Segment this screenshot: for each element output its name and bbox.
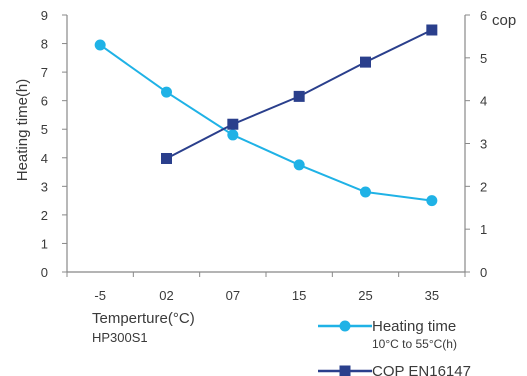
y-right-tick-label: 0 [480, 265, 487, 280]
series-layer [94, 24, 438, 207]
y-left-tick-label: 2 [41, 208, 48, 223]
y-right-tick-label: 3 [480, 137, 487, 152]
legend: Heating time 10°C to 55°C(h) COP EN16147 [318, 318, 471, 376]
heating-time-point [426, 195, 438, 207]
x-tick-label: -5 [94, 288, 106, 303]
cop-point [161, 152, 172, 164]
cop-point [293, 90, 305, 102]
legend-heating-time-sublabel: 10°C to 55°C(h) [372, 337, 457, 351]
cop-point [360, 56, 371, 68]
y-left-tick-label: 1 [41, 236, 48, 251]
heating-time-point [161, 86, 172, 98]
x-tick-label: 25 [358, 288, 372, 303]
heating-time-point [227, 129, 239, 141]
y-right-tick-label: 5 [480, 51, 487, 66]
y-left-tick-label: 0 [41, 265, 48, 280]
x-axis-title: Temperture(°C) [92, 310, 195, 327]
axes [66, 15, 466, 273]
cop-point [227, 118, 239, 130]
y-right-tick-label: 1 [480, 222, 487, 237]
x-tick-label: 02 [159, 288, 173, 303]
y-right-tick-label: 4 [480, 94, 487, 109]
y-axis-right-title: cop [492, 12, 516, 29]
legend-cop-label: COP EN16147 [372, 363, 471, 376]
y-left-tick-label: 6 [41, 94, 48, 109]
heating-time-point [293, 159, 305, 171]
ticks: 0 1 2 3 4 5 6 7 8 9 0 1 2 3 4 5 6 -5 02 07 15 25 35 [41, 8, 487, 303]
y-left-tick-label: 4 [41, 151, 48, 166]
y-left-tick-label: 5 [41, 122, 48, 137]
chart-caption: HP300S1 [92, 330, 148, 345]
x-tick-label: 35 [425, 288, 439, 303]
y-right-tick-label: 6 [480, 8, 487, 23]
legend-heating-time-marker [339, 320, 351, 332]
x-tick-label: 07 [226, 288, 240, 303]
heating-time-point [94, 39, 106, 51]
y-right-tick-label: 2 [480, 179, 487, 194]
y-left-tick-label: 7 [41, 65, 48, 80]
heating-time-point [360, 186, 371, 198]
legend-heating-time-label: Heating time [372, 318, 456, 335]
legend-cop-marker [339, 365, 351, 376]
y-left-tick-label: 3 [41, 179, 48, 194]
x-tick-label: 15 [292, 288, 306, 303]
y-left-tick-label: 8 [41, 37, 48, 52]
y-left-tick-label: 9 [41, 8, 48, 23]
heating-time-series-line [99, 44, 432, 202]
y-axis-left-title: Heating time(h) [14, 79, 31, 182]
cop-point [426, 24, 438, 36]
